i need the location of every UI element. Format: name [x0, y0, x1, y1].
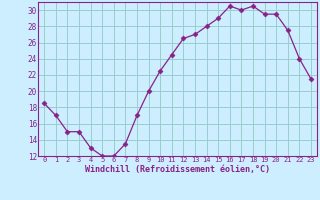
X-axis label: Windchill (Refroidissement éolien,°C): Windchill (Refroidissement éolien,°C)	[85, 165, 270, 174]
